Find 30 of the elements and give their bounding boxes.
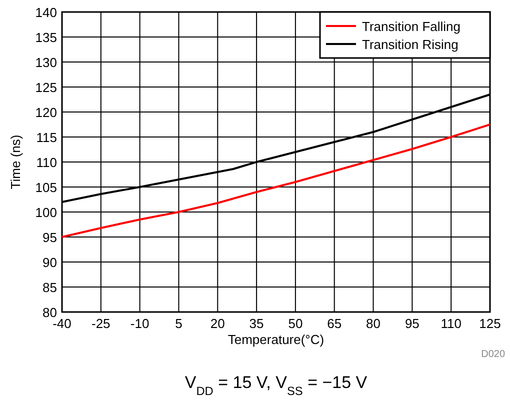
x-tick-label: 95	[404, 316, 420, 331]
x-tick-label: 125	[479, 316, 501, 331]
x-tick-label: 80	[366, 316, 381, 331]
x-tick-label: -25	[92, 316, 110, 331]
y-tick-label: 100	[35, 205, 57, 220]
y-axis-title: Time (ns)	[8, 134, 23, 190]
x-tick-label: -10	[130, 316, 150, 331]
text: D020	[481, 349, 506, 360]
y-tick-label: 125	[35, 80, 57, 95]
text: V$_{DD}$ = 15 V, V$_{SS}$ = −15 V	[184, 373, 368, 398]
x-tick-label: 65	[327, 316, 342, 331]
x-tick-label: 35	[249, 316, 264, 331]
y-tick-label: 95	[42, 230, 57, 245]
x-tick-label: 110	[440, 316, 462, 331]
y-tick-label: 90	[42, 255, 57, 270]
y-tick-label: 85	[42, 280, 57, 295]
y-tick-label: 120	[35, 105, 57, 120]
legend-label: Transition Falling	[362, 19, 461, 34]
line-series	[61, 124, 491, 238]
y-tick-label: 130	[35, 55, 57, 70]
legend-label: Transition Rising	[362, 37, 458, 52]
y-tick-label: 135	[35, 30, 57, 45]
y-tick-label: 115	[36, 130, 57, 145]
x-tick-label: 20	[210, 316, 225, 331]
x-tick-label: 50	[288, 316, 303, 331]
y-tick-label: 140	[35, 5, 57, 20]
y-tick-label: 105	[35, 180, 57, 195]
y-tick-label: 110	[36, 155, 57, 170]
x-axis-title: Temperature(°C)	[228, 332, 324, 347]
x-tick-label: 5	[175, 316, 182, 331]
